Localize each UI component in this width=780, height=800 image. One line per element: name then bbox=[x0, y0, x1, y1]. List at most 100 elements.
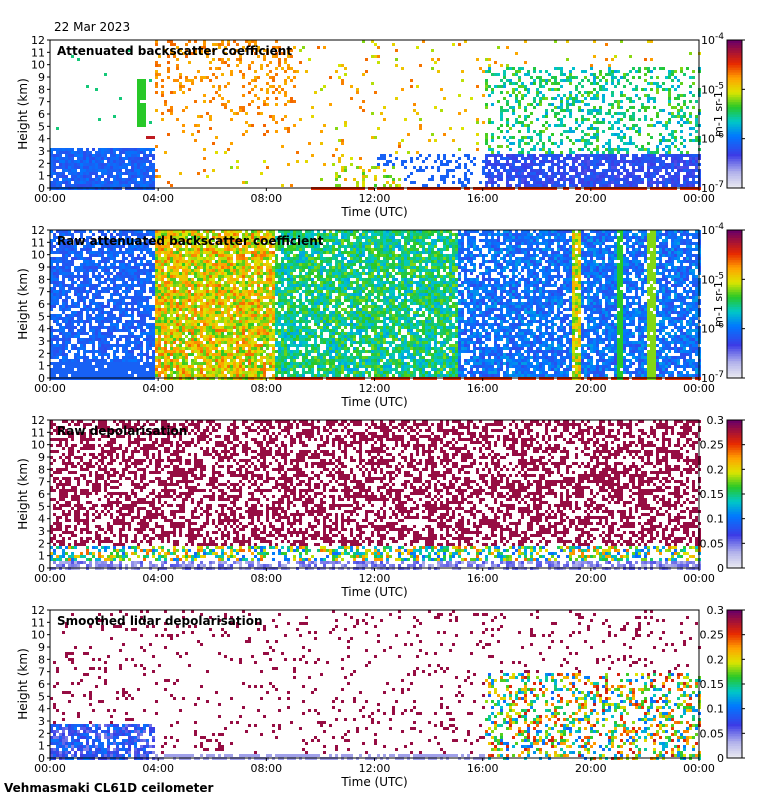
panel-title: Raw depolarisation bbox=[57, 424, 187, 438]
y-tick-label: 5 bbox=[38, 690, 45, 703]
y-tick-label: 9 bbox=[38, 261, 45, 274]
y-tick-label: 0 bbox=[38, 372, 45, 385]
colorbar-tick-label: 0.05 bbox=[700, 537, 725, 550]
y-tick-label: 3 bbox=[38, 715, 45, 728]
y-tick-label: 3 bbox=[38, 525, 45, 538]
colorbar-unit: m-1 sr-1 bbox=[712, 281, 725, 327]
colorbar-tick-label: 0.25 bbox=[700, 439, 725, 452]
y-tick-label: 7 bbox=[38, 476, 45, 489]
y-tick-label: 10 bbox=[31, 59, 45, 72]
y-tick-label: 8 bbox=[38, 463, 45, 476]
y-tick-label: 12 bbox=[31, 414, 45, 427]
y-tick-label: 0 bbox=[38, 562, 45, 575]
colorbar-tick-label: 10-4 bbox=[701, 222, 724, 237]
colorbar-tick-label: 0 bbox=[717, 752, 724, 765]
y-tick-label: 4 bbox=[38, 323, 45, 336]
x-tick-label: 00:00 bbox=[34, 762, 66, 775]
colorbar-tick-label: 10-6 bbox=[701, 131, 724, 146]
colorbar: 10-7 10-6 10-5 10-4 m-1 sr-1 bbox=[701, 32, 745, 195]
y-tick-label: 4 bbox=[38, 133, 45, 146]
y-tick-label: 12 bbox=[31, 34, 45, 47]
heatmap-cells bbox=[50, 230, 701, 380]
panel-title: Smoothed lidar depolarisation bbox=[57, 614, 263, 628]
x-tick-label: 20:00 bbox=[575, 572, 607, 585]
x-tick-label: 04:00 bbox=[142, 762, 174, 775]
x-tick-label: 04:00 bbox=[142, 572, 174, 585]
x-tick-label: 00:00 bbox=[683, 762, 715, 775]
x-tick-label: 00:00 bbox=[34, 572, 66, 585]
y-tick-label: 10 bbox=[31, 249, 45, 262]
x-tick-label: 12:00 bbox=[359, 382, 391, 395]
y-tick-label: 4 bbox=[38, 513, 45, 526]
x-tick-label: 12:00 bbox=[359, 762, 391, 775]
y-tick-label: 0 bbox=[38, 182, 45, 195]
x-tick-label: 00:00 bbox=[34, 382, 66, 395]
colorbar: 0 0.05 0.1 0.15 0.2 0.25 0.3 bbox=[700, 604, 745, 765]
colorbar: 0 0.05 0.1 0.15 0.2 0.25 0.3 bbox=[700, 414, 745, 575]
x-tick-label: 20:00 bbox=[575, 762, 607, 775]
y-tick-label: 9 bbox=[38, 451, 45, 464]
chart-date: 22 Mar 2023 bbox=[54, 20, 131, 34]
x-tick-label: 04:00 bbox=[142, 382, 174, 395]
y-axis-label: Height (km) bbox=[16, 458, 30, 529]
y-tick-label: 5 bbox=[38, 310, 45, 323]
y-tick-label: 3 bbox=[38, 335, 45, 348]
y-tick-label: 10 bbox=[31, 629, 45, 642]
colorbar-tick-label: 0.15 bbox=[700, 488, 725, 501]
y-tick-label: 8 bbox=[38, 653, 45, 666]
y-tick-label: 2 bbox=[38, 537, 45, 550]
panel-title: Raw attenuated backscatter coefficient bbox=[57, 234, 324, 248]
heatmap-cells bbox=[50, 420, 701, 570]
y-tick-label: 11 bbox=[31, 426, 45, 439]
x-tick-label: 08:00 bbox=[250, 192, 282, 205]
x-tick-label: 12:00 bbox=[359, 192, 391, 205]
colorbar-tick-label: 10-4 bbox=[701, 32, 724, 47]
y-tick-label: 1 bbox=[38, 740, 45, 753]
colorbar-tick-label: 0.1 bbox=[707, 703, 725, 716]
y-tick-label: 2 bbox=[38, 157, 45, 170]
colorbar-tick-label: 10-5 bbox=[701, 271, 724, 286]
colorbar-tick-label: 10-6 bbox=[701, 321, 724, 336]
x-tick-label: 20:00 bbox=[575, 192, 607, 205]
y-axis-label: Height (km) bbox=[16, 78, 30, 149]
colorbar-tick-label: 0.2 bbox=[707, 463, 725, 476]
x-tick-label: 16:00 bbox=[467, 762, 499, 775]
colorbar-tick-label: 0.1 bbox=[707, 513, 725, 526]
x-tick-label: 12:00 bbox=[359, 572, 391, 585]
colorbar-tick-label: 10-7 bbox=[701, 180, 724, 195]
x-tick-label: 08:00 bbox=[250, 762, 282, 775]
y-tick-label: 0 bbox=[38, 752, 45, 765]
y-tick-label: 6 bbox=[38, 108, 45, 121]
y-tick-label: 2 bbox=[38, 347, 45, 360]
x-tick-label: 00:00 bbox=[683, 192, 715, 205]
heatmap-cells bbox=[50, 610, 701, 760]
y-axis-label: Height (km) bbox=[16, 648, 30, 719]
y-tick-label: 8 bbox=[38, 83, 45, 96]
x-tick-label: 04:00 bbox=[142, 192, 174, 205]
x-tick-label: 00:00 bbox=[683, 382, 715, 395]
y-tick-label: 11 bbox=[31, 236, 45, 249]
y-tick-label: 4 bbox=[38, 703, 45, 716]
y-tick-label: 7 bbox=[38, 96, 45, 109]
x-tick-label: 00:00 bbox=[34, 192, 66, 205]
colorbar-tick-label: 10-5 bbox=[701, 81, 724, 96]
colorbar-tick-label: 0.3 bbox=[707, 604, 725, 617]
y-tick-label: 11 bbox=[31, 46, 45, 59]
colorbar-tick-label: 0 bbox=[717, 562, 724, 575]
y-tick-label: 3 bbox=[38, 145, 45, 158]
x-tick-label: 16:00 bbox=[467, 192, 499, 205]
colorbar-tick-label: 0.2 bbox=[707, 653, 725, 666]
y-tick-label: 7 bbox=[38, 666, 45, 679]
y-tick-label: 6 bbox=[38, 488, 45, 501]
colorbar-tick-label: 0.15 bbox=[700, 678, 725, 691]
y-tick-label: 1 bbox=[38, 360, 45, 373]
x-tick-label: 16:00 bbox=[467, 382, 499, 395]
x-tick-label: 00:00 bbox=[683, 572, 715, 585]
y-tick-label: 8 bbox=[38, 273, 45, 286]
y-tick-label: 11 bbox=[31, 616, 45, 629]
